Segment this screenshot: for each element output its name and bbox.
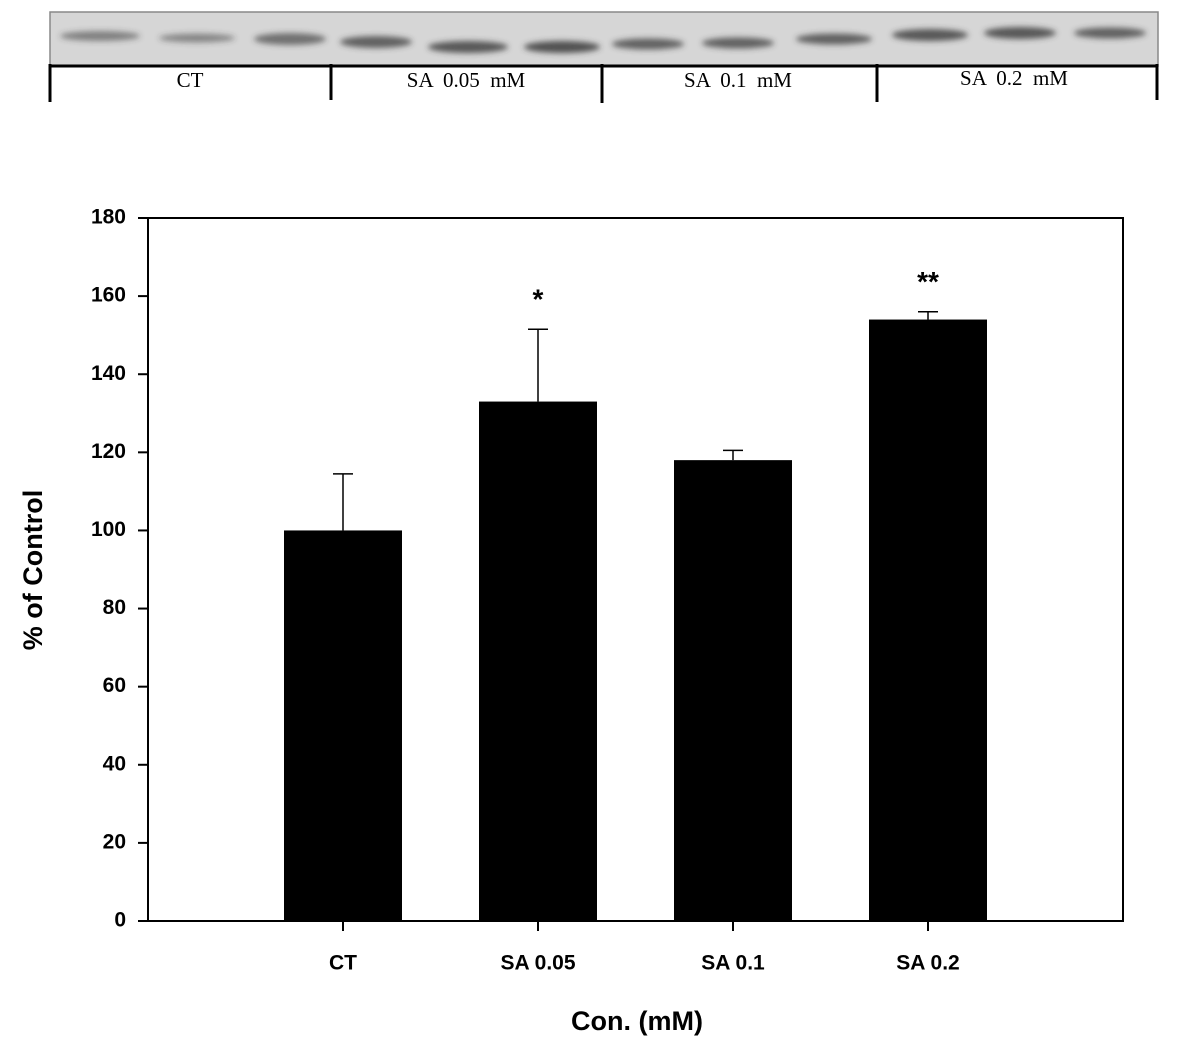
blot: CT SA 0.05 mM SA 0.1 mM SA 0.2 mM xyxy=(48,11,1159,103)
y-tick-label: 60 xyxy=(103,674,126,697)
y-tick-label: 160 xyxy=(91,284,126,307)
lane-label: SA 0.2 mM xyxy=(960,66,1068,90)
bar xyxy=(674,460,792,921)
lane-label: CT xyxy=(177,68,204,92)
significance-label: * xyxy=(533,284,544,315)
bar xyxy=(869,319,987,921)
y-axis-label: % of Control xyxy=(18,490,48,650)
y-tick-label: 140 xyxy=(91,362,126,385)
plot-frame xyxy=(147,217,1124,922)
lane-brackets xyxy=(48,64,1159,103)
significance-label: ** xyxy=(917,266,939,297)
bar xyxy=(479,401,597,921)
blot-background xyxy=(49,11,1159,67)
lane-label: SA 0.1 mM xyxy=(684,68,792,92)
y-tick-label: 0 xyxy=(114,909,126,932)
y-tick-label: 80 xyxy=(103,596,126,619)
y-tick-label: 180 xyxy=(91,206,126,229)
blot-bands xyxy=(60,27,1146,53)
lane-label: SA 0.05 mM xyxy=(407,68,526,92)
x-tick-label: CT xyxy=(329,952,357,975)
bar xyxy=(284,530,402,921)
y-tick-label: 20 xyxy=(103,830,126,853)
x-axis-label: Con. (mM) xyxy=(571,1006,703,1036)
y-tick-label: 120 xyxy=(91,440,126,463)
y-tick-label: 100 xyxy=(91,518,126,541)
y-tick-label: 40 xyxy=(103,752,126,775)
x-tick-label: SA 0.05 xyxy=(500,952,575,975)
x-tick-label: SA 0.1 xyxy=(701,952,765,975)
x-tick-label: SA 0.2 xyxy=(896,952,959,975)
